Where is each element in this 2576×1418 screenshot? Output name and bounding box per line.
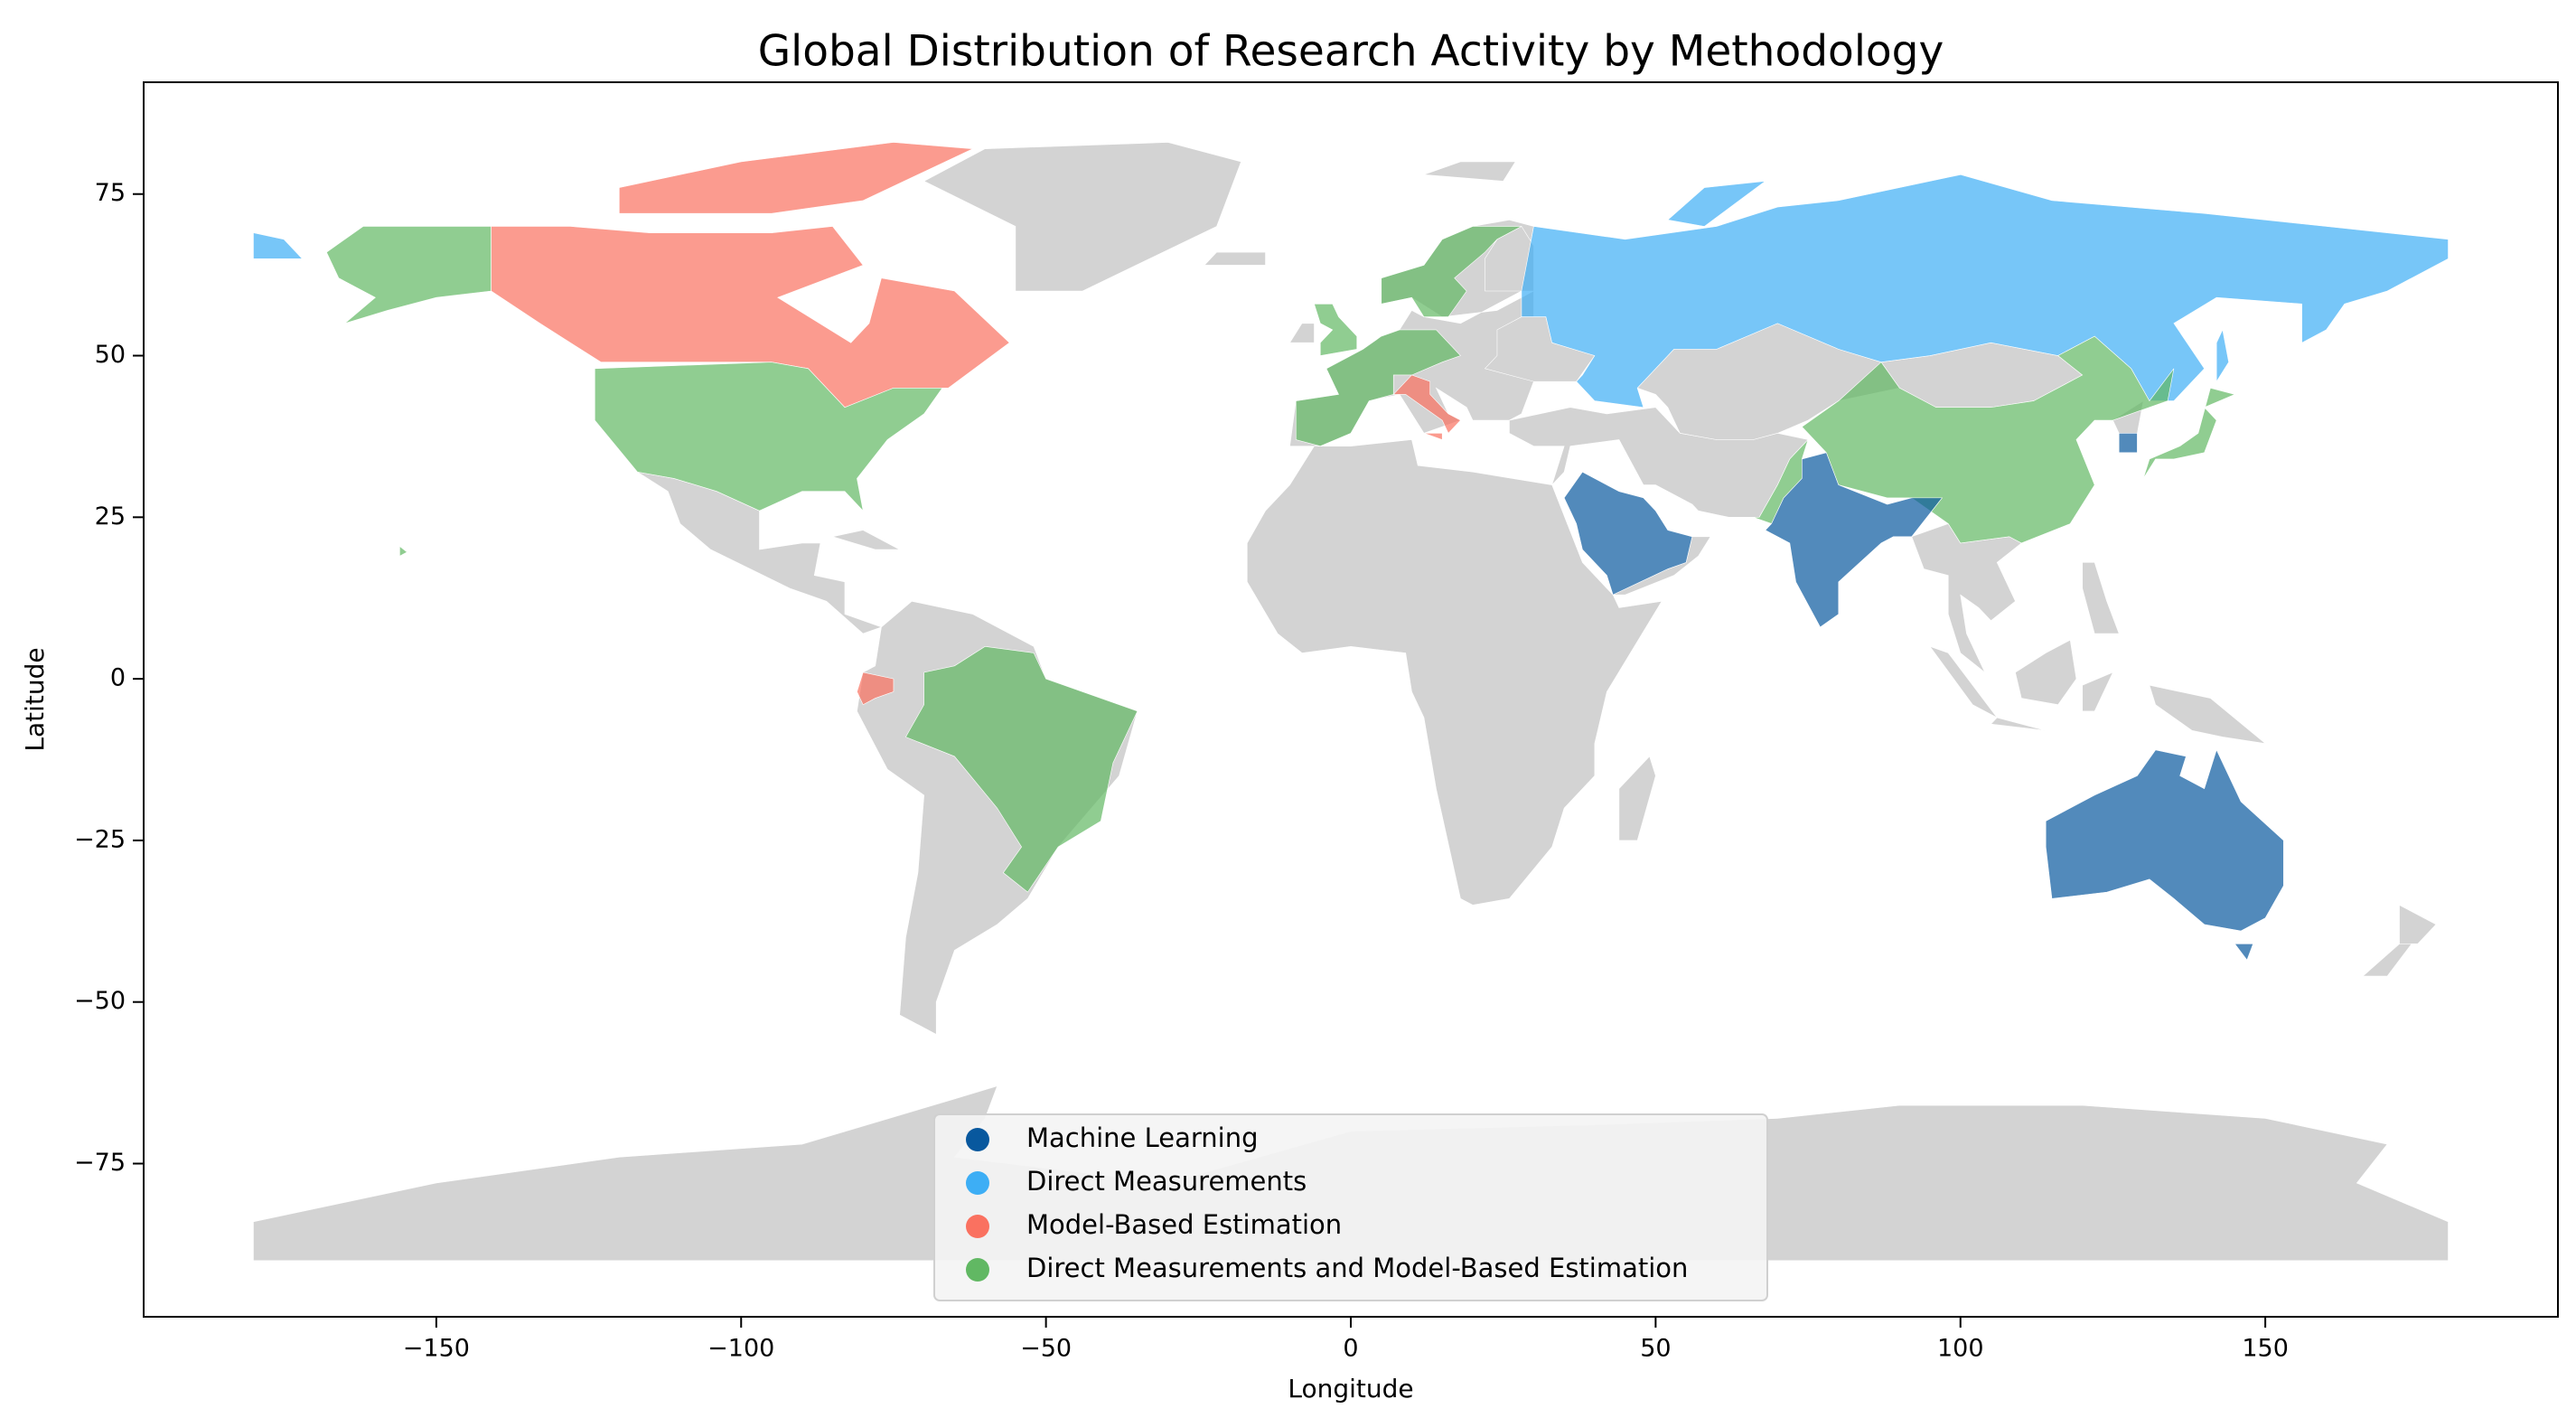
y-tick-label: −25 — [74, 825, 126, 853]
country — [2015, 639, 2077, 706]
country — [1246, 439, 1663, 906]
legend-label: Direct Measurements and Model-Based Esti… — [1026, 1253, 1688, 1283]
country — [1667, 181, 1766, 227]
y-tick-label: 50 — [95, 341, 126, 369]
axes: −150 −100 −50 0 50 100 150 −75 −50 −25 0 25 50 75 — [74, 179, 2289, 1362]
country — [2082, 562, 2120, 634]
x-axis-label: Longitude — [1288, 1374, 1413, 1404]
x-tick-label: 0 — [1343, 1335, 1358, 1363]
x-tick-label: −50 — [1020, 1335, 1072, 1363]
x-tick-label: 150 — [2242, 1335, 2289, 1363]
country — [1618, 756, 1656, 841]
country — [1423, 433, 1443, 440]
country — [1392, 374, 1461, 434]
legend-marker — [966, 1128, 989, 1151]
country — [2149, 684, 2267, 745]
legend-marker — [966, 1171, 989, 1195]
country — [2118, 433, 2138, 454]
country — [1204, 251, 1266, 266]
country — [326, 226, 492, 324]
country — [832, 530, 900, 550]
country — [857, 671, 895, 706]
country — [1990, 717, 2047, 731]
legend-box — [933, 1113, 1768, 1301]
legend-marker — [966, 1215, 989, 1238]
country — [905, 646, 1138, 893]
legend: Machine Learning Direct Measurements Model… — [933, 1113, 1768, 1301]
country — [2234, 944, 2254, 961]
y-axis-label: Latitude — [20, 647, 50, 751]
country — [2215, 328, 2229, 383]
country — [253, 232, 304, 259]
legend-label: Model-Based Estimation — [1026, 1209, 1342, 1240]
y-tick-label: 0 — [110, 664, 126, 692]
country — [595, 362, 943, 512]
legend-label: Machine Learning — [1026, 1122, 1259, 1153]
country — [1295, 329, 1461, 446]
country — [1314, 304, 1358, 356]
country — [2045, 748, 2284, 932]
y-tick-label: −50 — [74, 987, 126, 1015]
country — [2082, 671, 2114, 712]
x-tick-label: 50 — [1640, 1335, 1671, 1363]
y-tick-label: 25 — [95, 502, 126, 531]
country — [1381, 226, 1522, 317]
legend-label: Direct Measurements — [1026, 1166, 1307, 1197]
country — [2362, 944, 2412, 977]
country — [1423, 161, 1516, 182]
country — [491, 226, 1010, 408]
country — [2142, 387, 2236, 479]
y-tick-label: 75 — [95, 179, 126, 207]
country — [619, 142, 974, 214]
country — [399, 545, 408, 557]
x-tick-label: −100 — [707, 1335, 774, 1363]
country — [923, 142, 1241, 292]
country — [1765, 452, 1944, 628]
country — [1563, 471, 1693, 596]
plot-frame — [143, 81, 2559, 1318]
x-tick-label: 100 — [1937, 1335, 1984, 1363]
legend-marker — [966, 1258, 989, 1282]
country — [1288, 323, 1315, 343]
country — [2399, 904, 2437, 944]
x-tick-label: −150 — [403, 1335, 470, 1363]
chart-title: Global Distribution of Research Activity… — [758, 27, 1944, 77]
y-tick-label: −75 — [74, 1149, 126, 1177]
